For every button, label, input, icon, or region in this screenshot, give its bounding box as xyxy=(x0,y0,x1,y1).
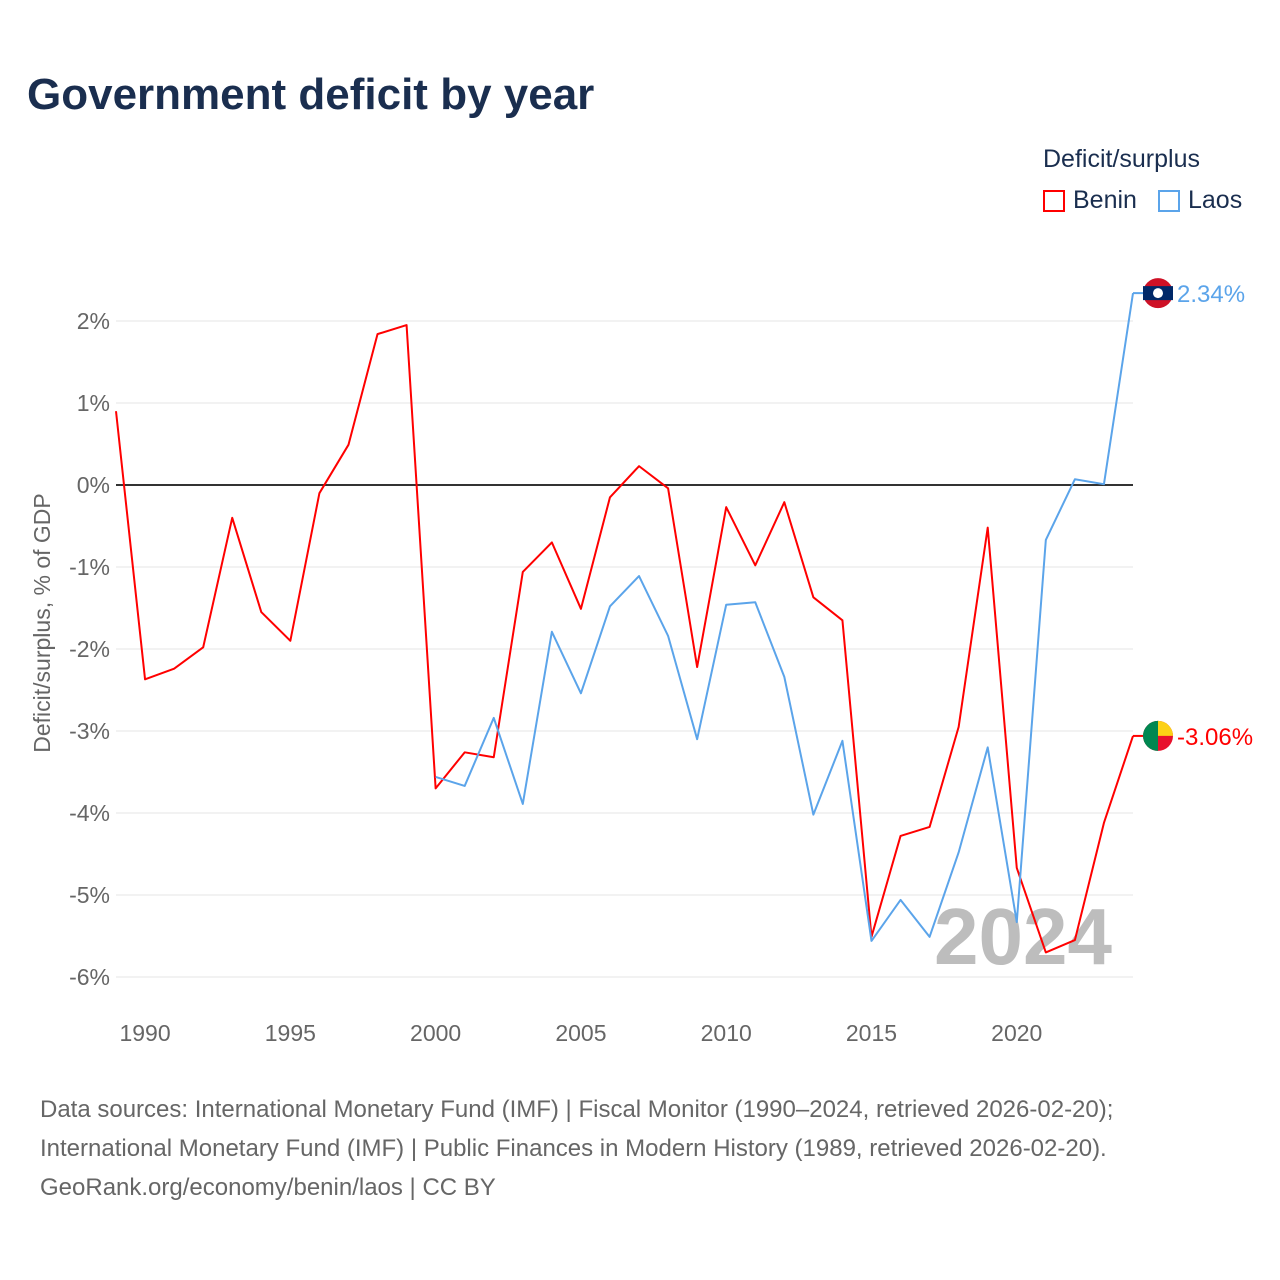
footer: Data sources: International Monetary Fun… xyxy=(40,1090,1113,1207)
y-tick-label: -2% xyxy=(69,636,110,662)
source-line: International Monetary Fund (IMF) | Publ… xyxy=(40,1135,1107,1162)
x-tick-label: 2010 xyxy=(701,1020,752,1046)
y-tick-label: -3% xyxy=(69,718,110,744)
series-line-laos xyxy=(435,292,1134,942)
legend-swatch xyxy=(1043,189,1065,212)
y-tick-label: -5% xyxy=(69,882,110,908)
x-tick-label: 1990 xyxy=(119,1020,170,1046)
x-tick-label: 1995 xyxy=(265,1020,316,1046)
y-tick-label: 1% xyxy=(77,390,110,416)
legend-title: Deficit/surplus xyxy=(1043,145,1200,173)
y-tick-label: -1% xyxy=(69,554,110,580)
chart-title: Government deficit by year xyxy=(27,70,595,119)
legend-item-laos[interactable]: Laos xyxy=(1158,186,1242,215)
end-value-label: -3.06% xyxy=(1177,724,1253,751)
source-line: Data sources: International Monetary Fun… xyxy=(40,1096,1114,1123)
flag-green xyxy=(1143,720,1158,751)
y-tick-label: -6% xyxy=(69,964,110,990)
y-axis-label: Deficit/surplus, % of GDP xyxy=(29,493,55,752)
end-value-label: 2.34% xyxy=(1177,281,1245,308)
legend-label: Benin xyxy=(1073,186,1137,214)
x-tick-label: 2000 xyxy=(410,1020,461,1046)
attribution-link[interactable]: GeoRank.org/economy/benin/laos | CC BY xyxy=(40,1174,496,1201)
legend-swatch xyxy=(1158,189,1180,212)
x-tick-label: 2005 xyxy=(555,1020,606,1046)
flag-yellow xyxy=(1158,720,1173,736)
y-tick-label: -4% xyxy=(69,800,110,826)
legend-label: Laos xyxy=(1188,186,1243,214)
x-tick-label: 2020 xyxy=(991,1020,1042,1046)
flag-disc xyxy=(1153,288,1163,299)
x-tick-label: 2015 xyxy=(846,1020,897,1046)
year-watermark: 2024 xyxy=(934,892,1112,981)
series-line-benin xyxy=(115,324,1134,954)
legend-item-benin[interactable]: Benin xyxy=(1043,186,1137,215)
y-tick-label: 0% xyxy=(77,472,110,498)
y-tick-label: 2% xyxy=(77,308,110,334)
